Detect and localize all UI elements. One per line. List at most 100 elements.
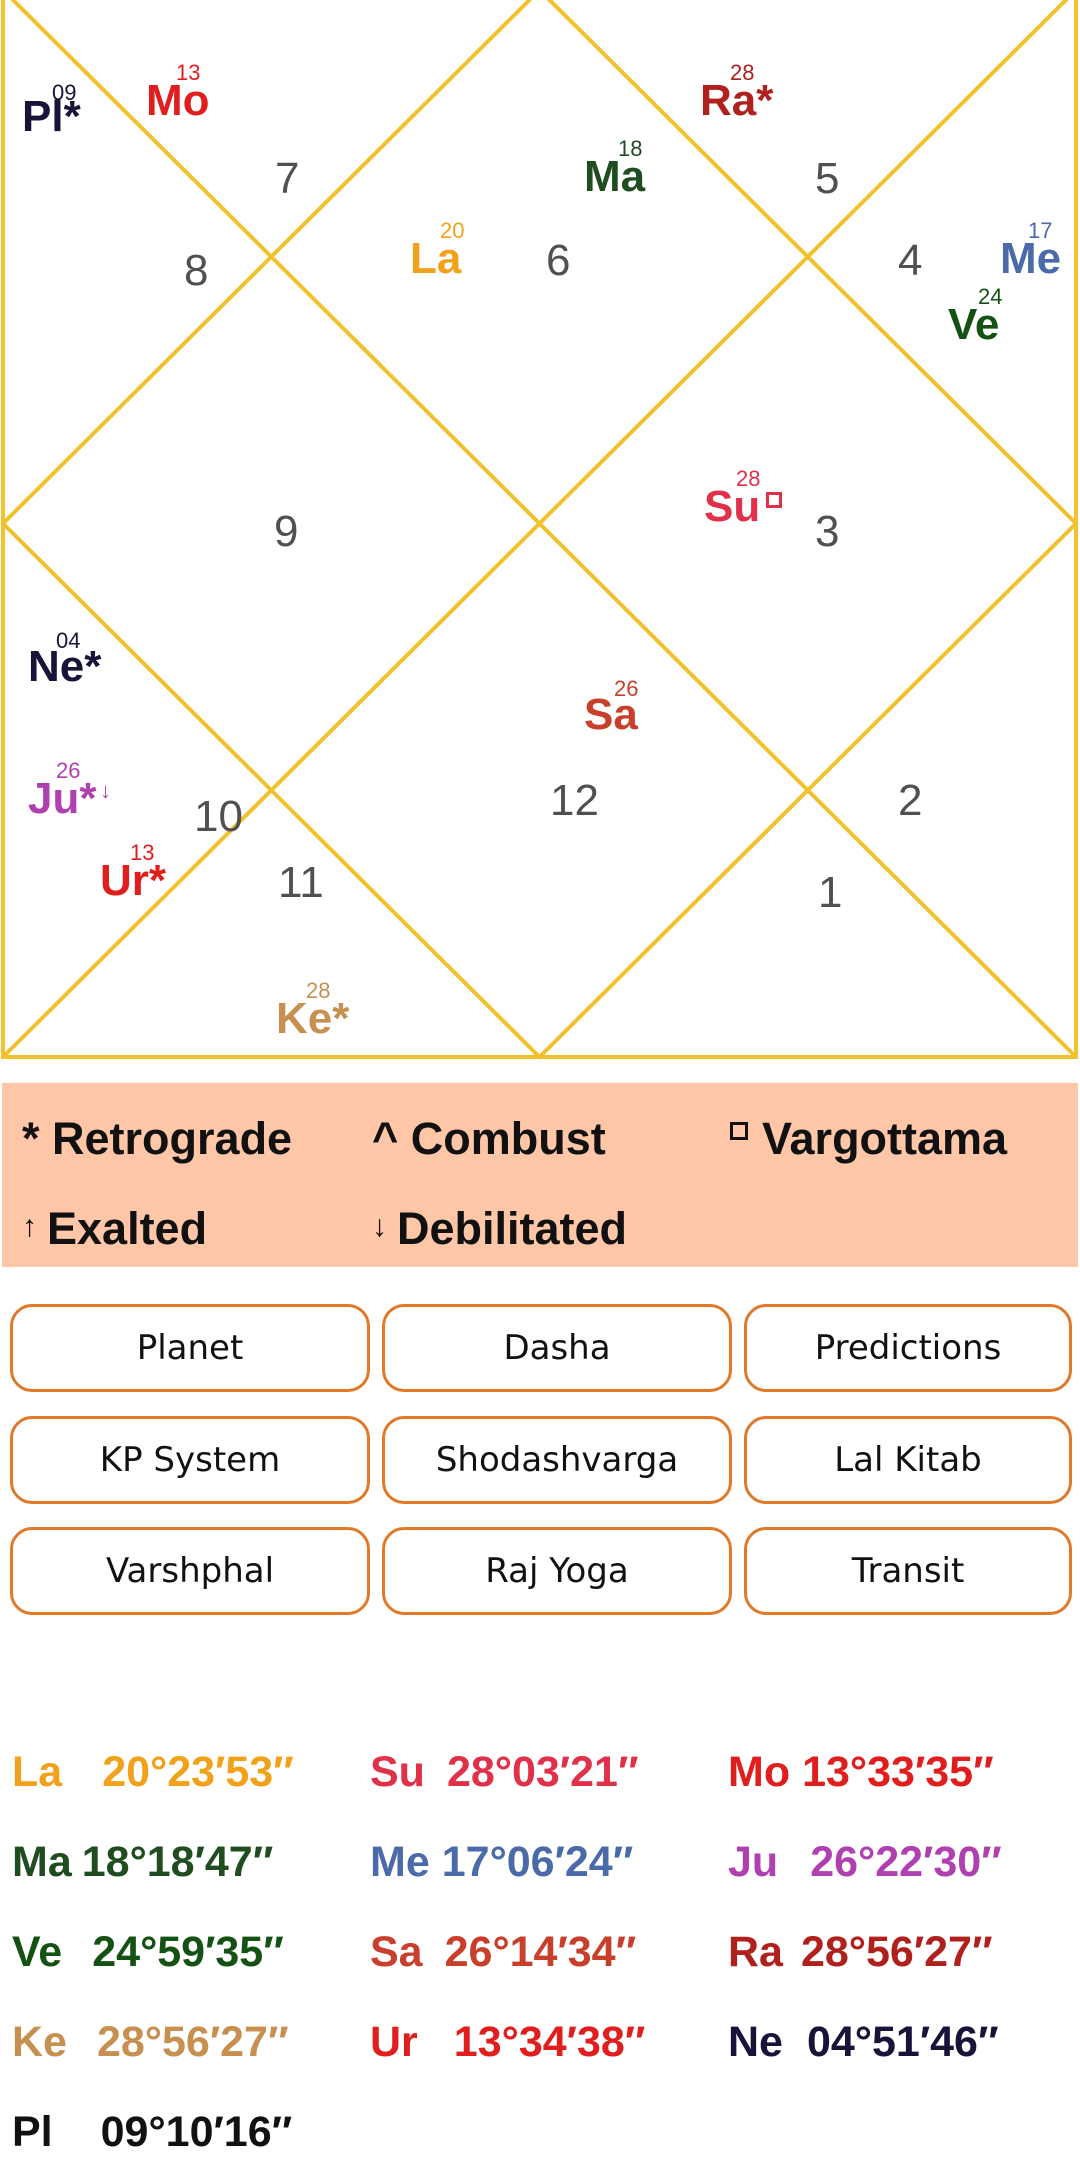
planet-abbr: Mo: [146, 76, 210, 125]
legend-combust-label: Combust: [410, 1113, 606, 1164]
house-number-11: 11: [278, 858, 324, 907]
planet-degree: 26: [614, 676, 639, 701]
house-number-1: 1: [818, 868, 843, 917]
degree-value: 20°23′53″: [102, 1748, 294, 1796]
degree-row-ju: Ju 26°22′30″: [728, 1838, 1002, 1887]
degree-abbr: La: [12, 1748, 63, 1796]
degree-abbr: Me: [370, 1838, 430, 1886]
shodashvarga-button[interactable]: Shodashvarga: [382, 1416, 732, 1504]
degree-abbr: Mo: [728, 1748, 791, 1796]
planet-pluto[interactable]: Pl* 09: [22, 80, 81, 142]
degree-value: 28°56′27″: [800, 1928, 993, 1976]
degree-value: 26°14′34″: [444, 1928, 637, 1976]
planet-lagna[interactable]: La 20: [410, 218, 464, 284]
vargottama-icon: [766, 492, 782, 508]
planet-abbr: Me: [1000, 234, 1062, 283]
legend-debilitated: ↓ Debilitated: [372, 1203, 627, 1255]
planet-neptune[interactable]: Ne* 04: [28, 628, 102, 692]
house-number-10: 10: [194, 792, 243, 841]
planet-degree: 17: [1028, 218, 1053, 243]
planet-degree: 04: [56, 628, 81, 653]
legend-debilitated-label: Debilitated: [397, 1203, 628, 1254]
planet-degree: 26: [56, 758, 81, 783]
house-number-8: 8: [184, 246, 209, 295]
planet-venus[interactable]: Ve 24: [948, 284, 1002, 350]
planet-degree: 13: [176, 60, 201, 85]
planet-jupiter[interactable]: Ju* ↓ 26: [28, 758, 111, 824]
lal-kitab-button[interactable]: Lal Kitab: [744, 1416, 1072, 1504]
planet-abbr: Ne*: [28, 642, 102, 691]
degree-abbr: Ke: [12, 2018, 67, 2066]
planet-abbr: Ma: [584, 152, 646, 201]
dasha-button[interactable]: Dasha: [382, 1304, 732, 1392]
exalted-arrow-icon: ↑: [22, 1210, 37, 1243]
planet-saturn[interactable]: Sa 26: [584, 676, 638, 740]
degree-abbr: Ju: [728, 1838, 779, 1886]
degree-abbr: Sa: [370, 1928, 423, 1976]
planet-mercury[interactable]: Me 17: [1000, 218, 1062, 284]
degree-row-pl: Pl 09°10′16″: [12, 2108, 292, 2157]
degree-abbr: Ne: [728, 2018, 783, 2066]
degree-abbr: Ra: [728, 1928, 783, 1976]
degree-row-ve: Ve 24°59′35″: [12, 1928, 284, 1977]
degree-abbr: Pl: [12, 2108, 53, 2156]
transit-button[interactable]: Transit: [744, 1527, 1072, 1615]
legend-retrograde-label: Retrograde: [52, 1113, 293, 1164]
degree-value: 09°10′16″: [100, 2108, 293, 2156]
planet-degree: 24: [978, 284, 1003, 309]
planet-rahu[interactable]: Ra* 28: [700, 60, 773, 126]
planet-degree: 18: [618, 136, 643, 161]
degree-value: 13°33′35″: [802, 1748, 994, 1796]
planet-degree: 13: [130, 840, 155, 865]
degree-row-ne: Ne 04°51′46″: [728, 2018, 999, 2067]
planet-degree: 20: [440, 218, 465, 243]
legend-exalted: ↑ Exalted: [22, 1203, 207, 1255]
debilitated-arrow-icon: ↓: [372, 1210, 387, 1243]
planet-abbr: La: [410, 234, 462, 283]
kp-system-button[interactable]: KP System: [10, 1416, 370, 1504]
legend-combust-symbol: ^: [372, 1113, 399, 1164]
degree-row-mo: Mo 13°33′35″: [728, 1748, 994, 1797]
planet-ketu[interactable]: Ke* 28: [276, 978, 349, 1044]
varshphal-button[interactable]: Varshphal: [10, 1527, 370, 1615]
planet-abbr: Ve: [948, 300, 1000, 349]
house-number-3: 3: [815, 507, 840, 556]
legend-retrograde: * Retrograde: [22, 1113, 292, 1165]
planet-button[interactable]: Planet: [10, 1304, 370, 1392]
degree-value: 18°18′47″: [81, 1838, 274, 1886]
planet-uranus[interactable]: Ur* 13: [100, 840, 166, 906]
degree-value: 28°56′27″: [96, 2018, 289, 2066]
predictions-button[interactable]: Predictions: [744, 1304, 1072, 1392]
degree-abbr: Ve: [12, 1928, 63, 1976]
planet-moon[interactable]: Mo 13: [146, 60, 210, 126]
planet-sun[interactable]: Su 28: [704, 466, 782, 532]
degree-abbr: Ma: [12, 1838, 72, 1886]
vargottama-icon: [730, 1122, 748, 1140]
planet-mars[interactable]: Ma 18: [584, 136, 646, 202]
house-number-7: 7: [275, 154, 300, 203]
degree-value: 17°06′24″: [441, 1838, 634, 1886]
degree-row-ma: Ma 18°18′47″: [12, 1838, 273, 1887]
legend-exalted-label: Exalted: [47, 1203, 208, 1254]
house-number-4: 4: [898, 236, 923, 285]
planet-abbr: Sa: [584, 690, 638, 739]
house-number-6: 6: [546, 236, 571, 285]
legend-combust: ^ Combust: [372, 1113, 606, 1165]
legend-panel: * Retrograde ^ Combust Vargottama ↑ Exalt…: [2, 1083, 1078, 1267]
legend-vargottama: Vargottama: [730, 1113, 1007, 1165]
degree-value: 13°34′38″: [453, 2018, 646, 2066]
planet-degree: 28: [306, 978, 331, 1003]
degree-row-su: Su 28°03′21″: [370, 1748, 639, 1797]
kundli-chart: [0, 0, 1079, 1060]
house-number-12: 12: [550, 776, 599, 825]
planet-abbr: Pl*: [22, 92, 81, 141]
planet-degree: 28: [736, 466, 761, 491]
debilitated-arrow-icon: ↓: [100, 778, 111, 803]
raj-yoga-button[interactable]: Raj Yoga: [382, 1527, 732, 1615]
planet-abbr: Ju*: [28, 774, 97, 823]
degree-row-sa: Sa 26°14′34″: [370, 1928, 636, 1977]
degree-row-ra: Ra 28°56′27″: [728, 1928, 993, 1977]
degree-value: 28°03′21″: [446, 1748, 639, 1796]
degree-row-ur: Ur 13°34′38″: [370, 2018, 645, 2067]
degree-value: 24°59′35″: [92, 1928, 284, 1976]
